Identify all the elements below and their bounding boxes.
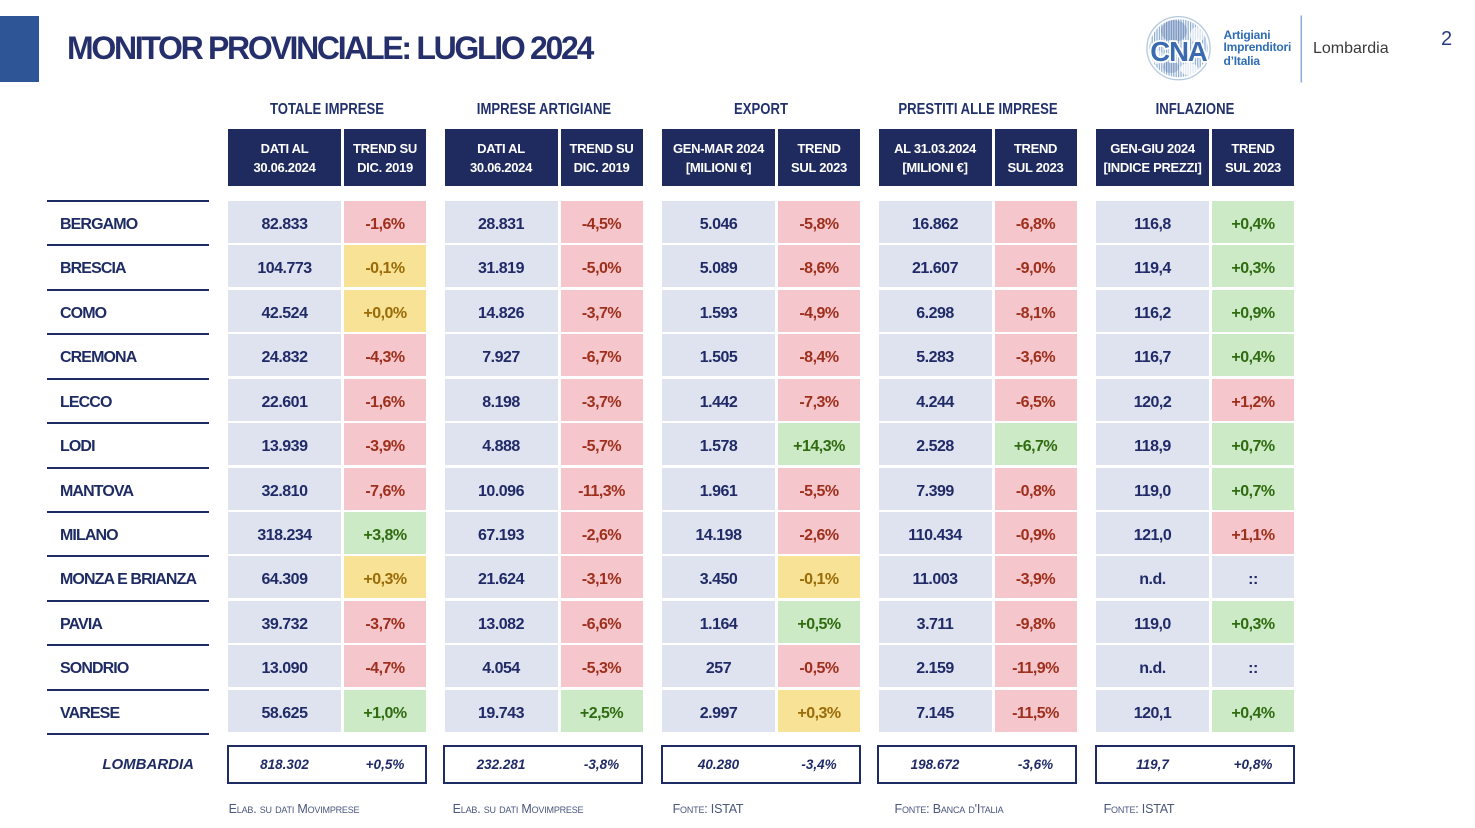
svg-text:d’Italia: d’Italia bbox=[1224, 54, 1261, 68]
svg-text:Imprenditori: Imprenditori bbox=[1224, 40, 1292, 54]
svg-text:CNA: CNA bbox=[1150, 36, 1208, 67]
svg-text:Artigiani: Artigiani bbox=[1224, 28, 1271, 42]
